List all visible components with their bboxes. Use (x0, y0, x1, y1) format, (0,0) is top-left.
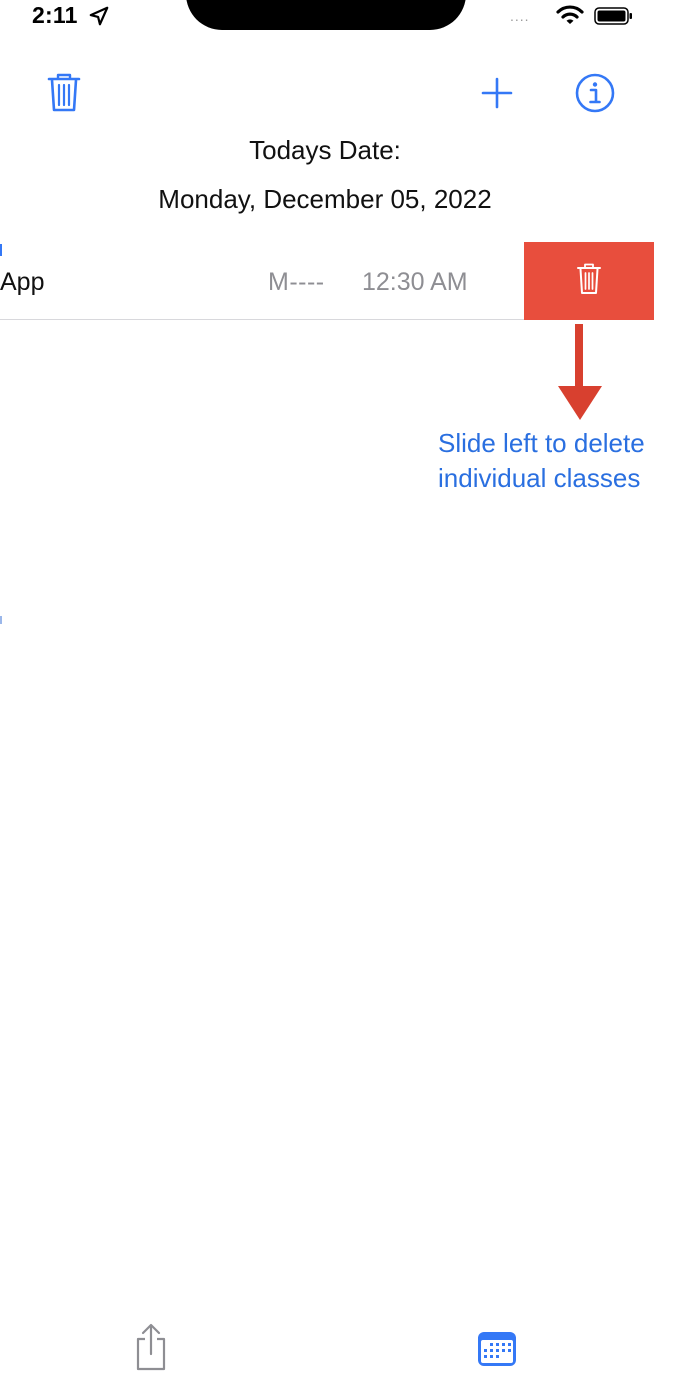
class-days: M---- (268, 268, 325, 296)
class-row[interactable]: App M---- 12:30 AM (0, 242, 654, 320)
annotation-line-2: individual classes (438, 463, 641, 493)
info-icon[interactable] (574, 72, 616, 114)
row-divider (0, 319, 524, 320)
edge-mark (0, 616, 2, 624)
calendar-icon[interactable] (476, 1330, 518, 1368)
location-arrow-icon (89, 6, 109, 26)
class-time: 12:30 AM (362, 268, 468, 296)
share-icon[interactable] (132, 1322, 170, 1372)
row-edge-indicator (0, 244, 2, 256)
cellular-signal: .... (510, 8, 530, 24)
annotation-text: Slide left to delete individual classes (438, 426, 688, 496)
trash-icon (577, 263, 601, 294)
annotation-arrow-down-icon (558, 324, 602, 420)
status-bar: 2:11 .... (0, 0, 690, 44)
add-class-plus-icon[interactable] (480, 76, 514, 110)
class-name: App (0, 268, 45, 296)
battery-icon (594, 7, 632, 25)
delete-all-trash-icon[interactable] (46, 72, 82, 114)
camera-notch (186, 0, 466, 30)
current-date: Monday, December 05, 2022 (158, 184, 492, 214)
status-time: 2:11 (32, 2, 78, 28)
annotation-line-1: Slide left to delete (438, 428, 645, 458)
todays-date-title: Todays Date: (249, 135, 401, 165)
wifi-icon (556, 5, 584, 24)
swipe-delete-button[interactable] (524, 242, 654, 320)
